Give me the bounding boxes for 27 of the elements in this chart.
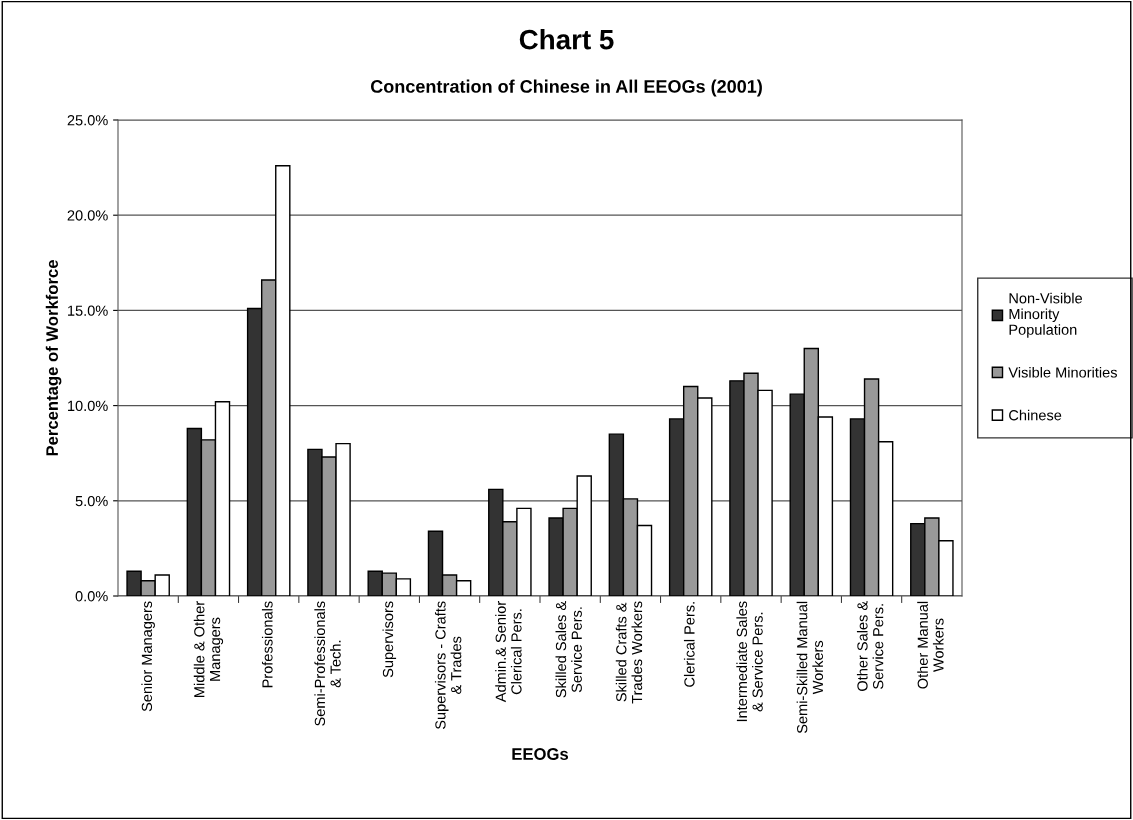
y-axis-title: Percentage of Workforce <box>45 260 62 456</box>
x-tick-label: Clerical Pers. <box>683 602 695 687</box>
x-tick-label: Skilled Sales & Service Pers. <box>555 601 582 698</box>
x-tick-label: Semi-Professionals & Tech. <box>314 601 341 726</box>
x-tick-label: Admin.& Senior Clerical Pers. <box>495 601 522 703</box>
x-tick-label: Other Manual Workers <box>917 601 944 689</box>
y-tick-label: 10.0% <box>68 400 108 412</box>
x-tick-label: Supervisors <box>382 601 397 678</box>
y-tick-label: 5.0% <box>75 495 108 507</box>
chart-title: Chart 5 <box>519 29 614 50</box>
x-tick-label: Skilled Crafts & Trades Workers <box>615 601 643 704</box>
x-tick-label: Semi-Skilled Manual Workers <box>796 601 824 734</box>
y-tick-label: 15.0% <box>68 305 108 316</box>
x-tick-label: Senior Managers <box>141 601 155 712</box>
x-axis-title: EEOGs <box>512 748 569 760</box>
legend-label: Chinese <box>1009 409 1062 421</box>
x-tick-label: Supervisors - Crafts & Trades <box>434 601 462 730</box>
y-tick-label: 20.0% <box>67 210 108 221</box>
y-tick-label: 25.0% <box>67 115 108 126</box>
x-tick-label: Professionals <box>261 601 273 688</box>
legend-label: Non-Visible Minority Population <box>1009 292 1083 338</box>
x-tick-label: Middle & Other Managers <box>193 601 224 697</box>
chart-subtitle: Concentration of Chinese in All EEOGs (2001) <box>370 79 762 97</box>
x-tick-label: Other Sales & Service Pers. <box>856 601 884 691</box>
legend-label: Visible Minorities <box>1008 366 1117 378</box>
x-tick-label: Intermediate Sales & Service Pers. <box>736 601 763 722</box>
y-tick-label: 0.0% <box>75 591 108 602</box>
